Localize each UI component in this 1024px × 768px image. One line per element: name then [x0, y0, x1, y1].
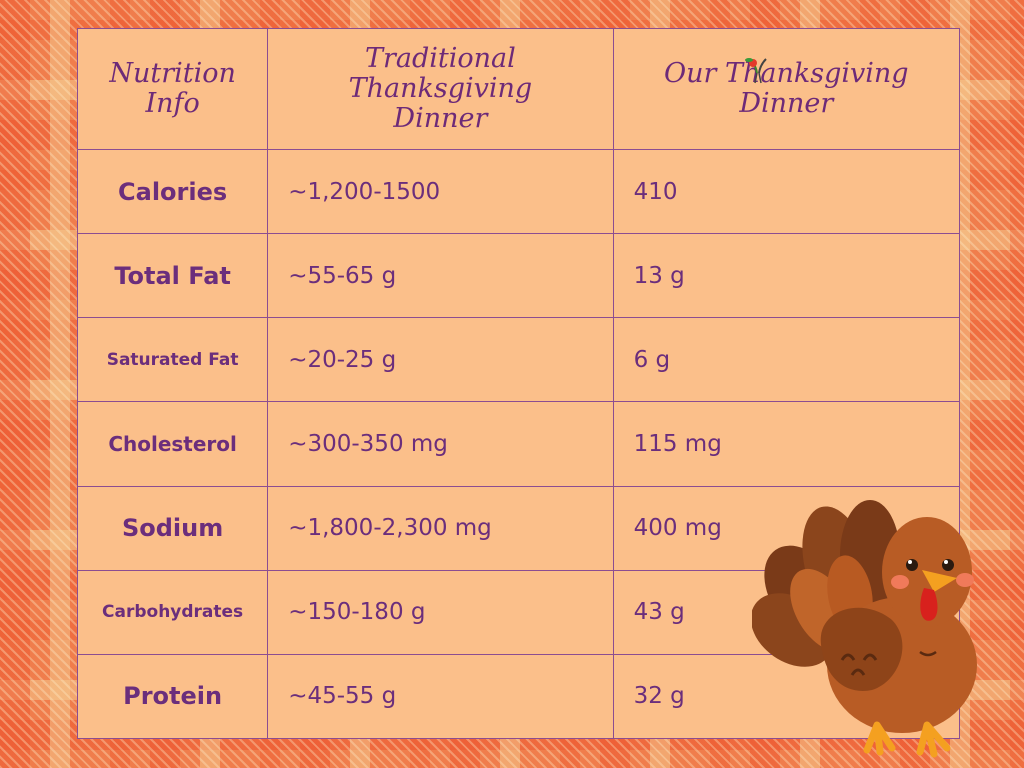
our-value: 13 g [612, 233, 961, 319]
our-value: 115 mg [612, 401, 961, 487]
nutrient-label: Saturated Fat [76, 317, 269, 403]
nutrient-label: Carbohydrates [76, 569, 269, 655]
table-row: Calories ~1,200-1500 410 [76, 148, 961, 235]
header-traditional-dinner: Traditional Thanksgiving Dinner [267, 28, 614, 150]
our-value: 6 g [612, 317, 961, 403]
traditional-value: ~55-65 g [267, 233, 614, 319]
turkey-illustration [752, 500, 977, 758]
nutrient-label: Total Fat [76, 233, 269, 319]
our-value: 410 [612, 148, 961, 235]
table-row: Sodium ~1,800-2,300 mg 400 mg [76, 485, 961, 571]
table-row: Total Fat ~55-65 g 13 g [76, 233, 961, 319]
header-our-dinner-label: Our Thanksgiving Dinner [663, 58, 909, 119]
table-row: Protein ~45-55 g 32 g [76, 653, 961, 740]
nutrient-label: Sodium [76, 485, 269, 571]
traditional-value: ~300-350 mg [267, 401, 614, 487]
traditional-value: ~45-55 g [267, 653, 614, 740]
veggie-logo-icon [744, 58, 767, 84]
header-nutrition-info: Nutrition Info [76, 28, 269, 150]
table-row: Cholesterol ~300-350 mg 115 mg [76, 401, 961, 487]
nutrient-label: Protein [76, 653, 269, 740]
nutrient-label: Cholesterol [76, 401, 269, 487]
traditional-value: ~150-180 g [267, 569, 614, 655]
traditional-value: ~1,200-1500 [267, 148, 614, 235]
traditional-value: ~1,800-2,300 mg [267, 485, 614, 571]
header-our-dinner: Our Thanksgiving Dinner [612, 28, 961, 150]
nutrition-table: Nutrition Info Traditional Thanksgiving … [76, 28, 961, 740]
header-row: Nutrition Info Traditional Thanksgiving … [76, 28, 961, 150]
nutrient-label: Calories [76, 148, 269, 235]
traditional-value: ~20-25 g [267, 317, 614, 403]
